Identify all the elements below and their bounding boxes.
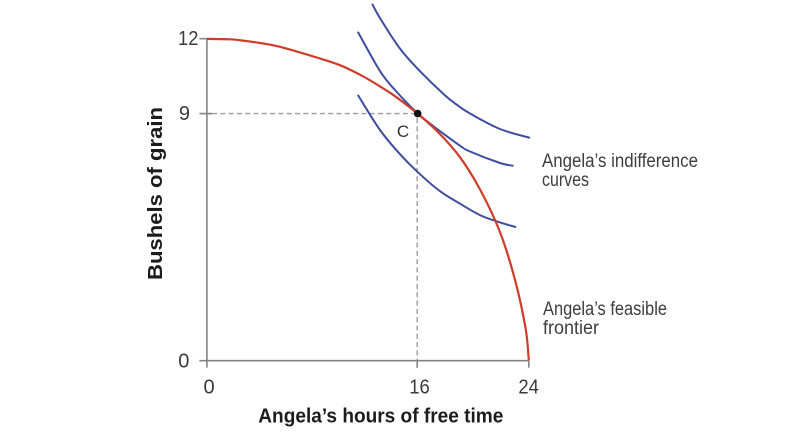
- svg-text:Angela’s hours of free time: Angela’s hours of free time: [258, 406, 503, 428]
- svg-text:Angela’s indifference: Angela’s indifference: [542, 151, 698, 172]
- svg-text:9: 9: [179, 103, 190, 125]
- svg-text:0: 0: [178, 351, 189, 373]
- svg-text:0: 0: [203, 376, 214, 398]
- svg-text:curves: curves: [542, 170, 589, 191]
- svg-text:Bushels of grain: Bushels of grain: [144, 107, 167, 280]
- svg-text:12: 12: [178, 28, 198, 50]
- svg-text:16: 16: [409, 376, 430, 398]
- svg-text:24: 24: [518, 376, 539, 398]
- svg-text:Angela’s feasible: Angela’s feasible: [543, 299, 667, 320]
- svg-text:C: C: [397, 122, 409, 141]
- svg-text:frontier: frontier: [543, 318, 600, 339]
